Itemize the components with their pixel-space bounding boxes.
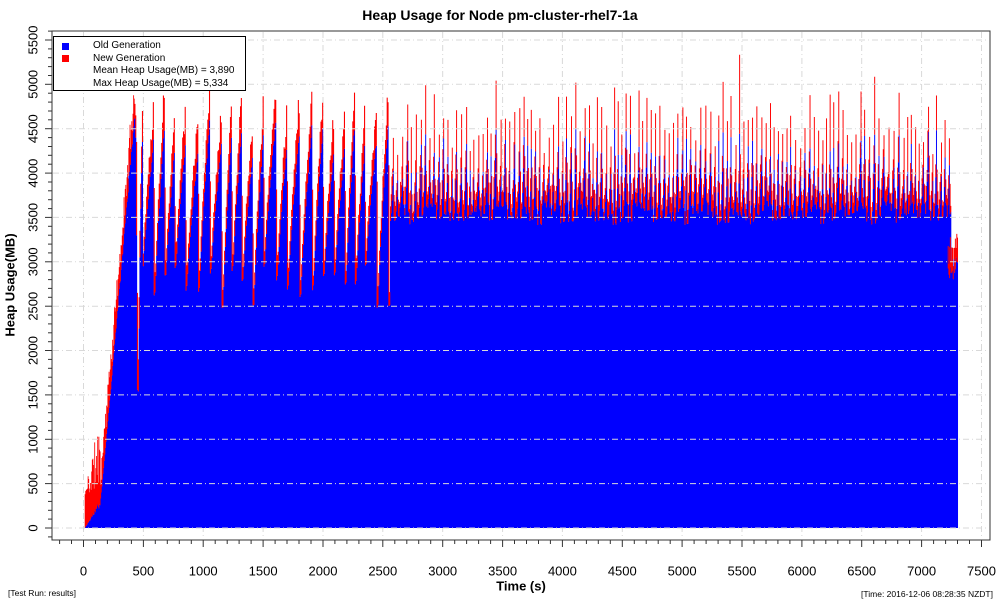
old-generation-swatch-icon bbox=[62, 42, 69, 50]
legend-label-old-generation: Old Generation bbox=[93, 40, 161, 51]
legend-item-new-generation: New Generation bbox=[54, 53, 245, 66]
svg-text:1000: 1000 bbox=[189, 564, 218, 579]
new-generation-swatch-icon bbox=[62, 55, 69, 62]
footer-timestamp: [Time: 2016-12-06 08:28:35 NZDT] bbox=[861, 589, 993, 599]
svg-text:7500: 7500 bbox=[967, 564, 996, 579]
svg-text:500: 500 bbox=[133, 564, 155, 579]
svg-text:5500: 5500 bbox=[728, 564, 757, 579]
chart-title: Heap Usage for Node pm-cluster-rhel7-1a bbox=[362, 7, 638, 23]
svg-text:0: 0 bbox=[25, 524, 40, 531]
svg-text:2000: 2000 bbox=[25, 336, 40, 365]
legend-box: Old Generation New Generation Mean Heap … bbox=[53, 36, 246, 91]
x-axis-title: Time (s) bbox=[496, 578, 546, 594]
plot-frame bbox=[51, 30, 991, 541]
y-axis-title: Heap Usage(MB) bbox=[2, 233, 18, 337]
horizontal-gridlines bbox=[53, 39, 989, 529]
svg-text:5000: 5000 bbox=[668, 564, 697, 579]
legend-label-new-generation: New Generation bbox=[93, 52, 166, 64]
legend-stat-mean: Mean Heap Usage(MB) = 3,890 bbox=[93, 65, 235, 76]
svg-text:5500: 5500 bbox=[25, 26, 40, 55]
svg-text:7000: 7000 bbox=[907, 564, 936, 579]
svg-text:1500: 1500 bbox=[249, 564, 278, 579]
footer-test-run: [Test Run: results] bbox=[8, 588, 77, 598]
svg-text:3000: 3000 bbox=[428, 564, 457, 579]
svg-text:4000: 4000 bbox=[548, 564, 577, 579]
legend-item-old-generation: Old Generation bbox=[54, 40, 245, 53]
svg-text:4500: 4500 bbox=[608, 564, 637, 579]
svg-text:2000: 2000 bbox=[309, 564, 338, 579]
svg-text:5000: 5000 bbox=[25, 70, 40, 99]
axis-tick-labels: 0 500 1000 1500 2000 2500 3000 3500 4000 4500 5000… bbox=[25, 26, 996, 579]
axis-ticks bbox=[45, 30, 982, 547]
old-generation-series bbox=[84, 118, 959, 528]
svg-text:6000: 6000 bbox=[787, 564, 816, 579]
svg-text:1000: 1000 bbox=[25, 425, 40, 454]
svg-text:3500: 3500 bbox=[25, 203, 40, 232]
legend-stat-max: Max Heap Usage(MB) = 5,334 bbox=[93, 77, 229, 89]
svg-text:1500: 1500 bbox=[25, 380, 40, 409]
svg-text:6500: 6500 bbox=[847, 564, 876, 579]
svg-text:500: 500 bbox=[25, 473, 40, 495]
svg-text:3000: 3000 bbox=[25, 247, 40, 276]
svg-text:4500: 4500 bbox=[25, 114, 40, 143]
svg-text:2500: 2500 bbox=[25, 292, 40, 321]
svg-text:0: 0 bbox=[80, 564, 87, 579]
svg-text:3500: 3500 bbox=[488, 564, 517, 579]
svg-text:2500: 2500 bbox=[368, 564, 397, 579]
svg-text:4000: 4000 bbox=[25, 159, 40, 188]
